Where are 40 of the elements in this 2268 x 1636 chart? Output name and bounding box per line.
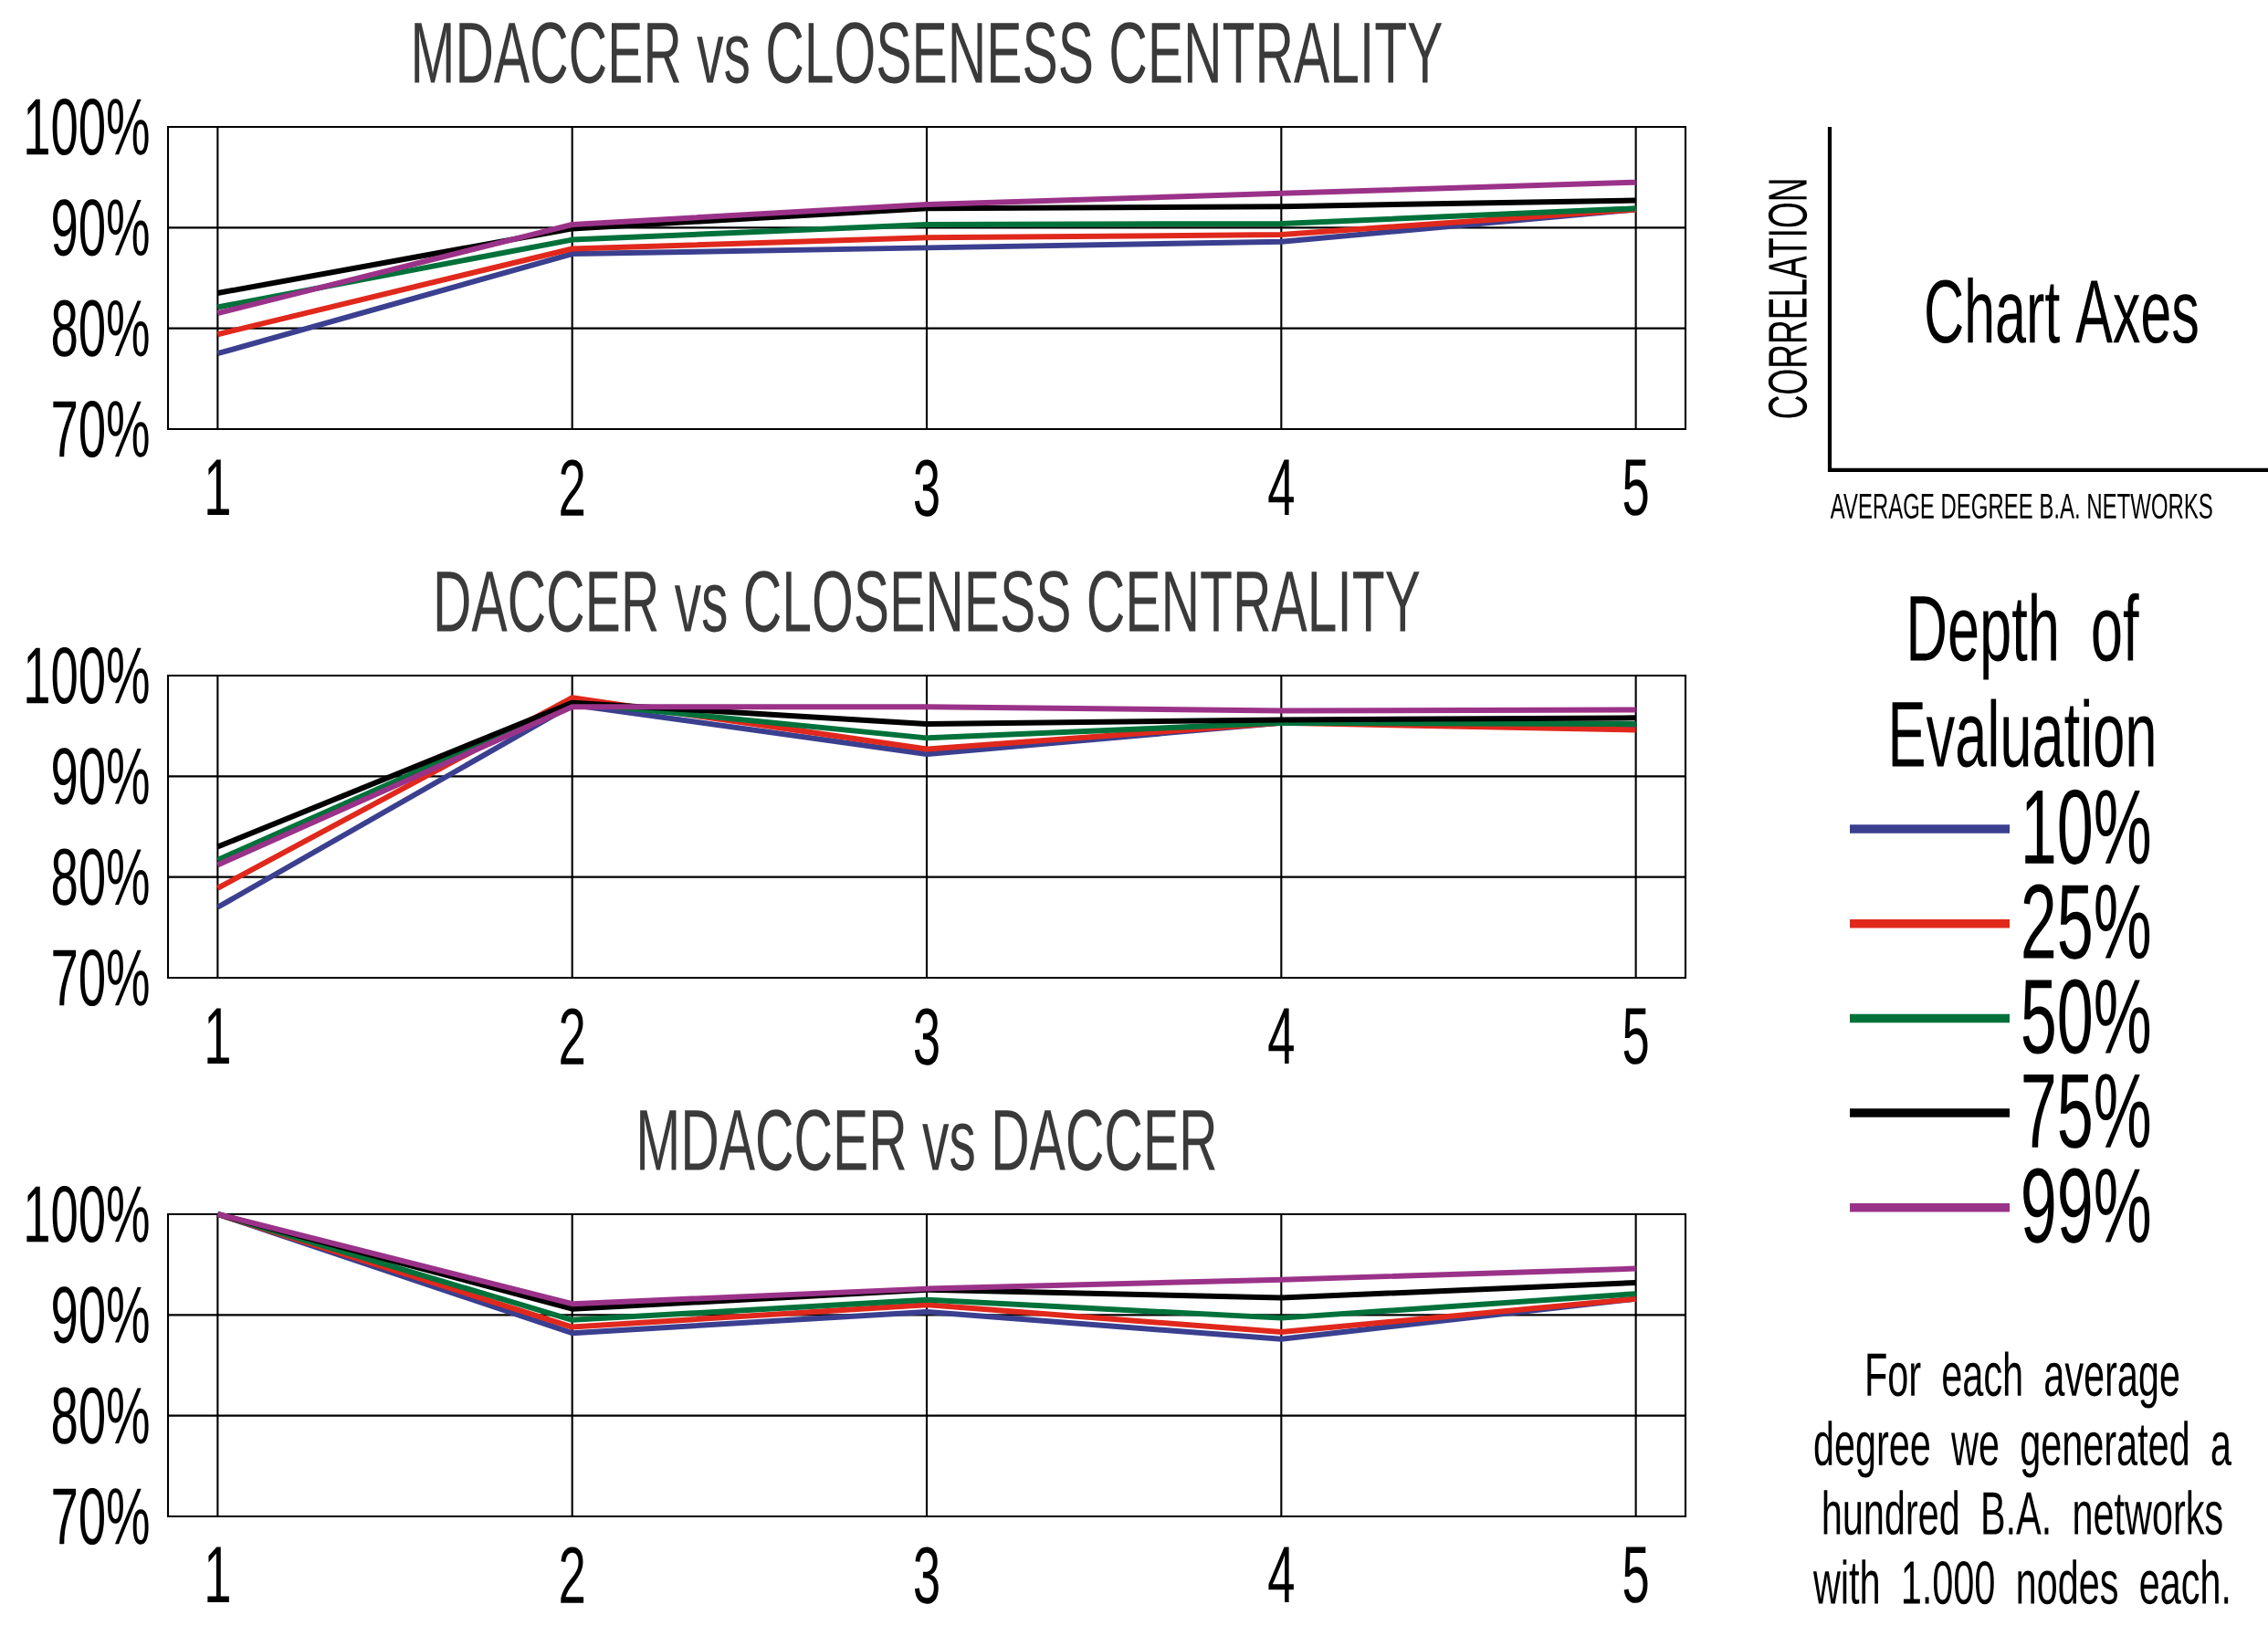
x-tick-label: 3	[914, 1547, 939, 1604]
y-tick-label: 80%	[52, 848, 149, 906]
x-tick-label: 2	[561, 459, 584, 516]
legend-label: 75%	[2023, 1074, 2150, 1148]
y-tick-label: 90%	[53, 1286, 149, 1344]
chart-title: DACCER vs CLOSENESS CENTRALITY	[436, 571, 1420, 633]
y-tick-label: 90%	[53, 199, 149, 257]
y-tick-label: 70%	[53, 1487, 149, 1546]
text: Chart Axes	[1927, 277, 2198, 344]
legend-title: Depth of Evaluation	[1892, 593, 2154, 768]
x-tick-label: 4	[1268, 1547, 1294, 1602]
y-tick-label: 70%	[53, 949, 149, 1007]
x-tick-label: 3	[914, 459, 939, 517]
text: For each average degree we generated a hundred B.A. networks with 1.000 nodes each.	[1812, 1351, 2231, 1605]
x-tick-label: 2	[561, 1008, 584, 1064]
x-tick-label: 1	[207, 459, 229, 515]
chart-title: MDACCER vs DACCER	[640, 1109, 1215, 1171]
y-tick-label: 100%	[26, 646, 149, 705]
legend-label: 99%	[2023, 1168, 2150, 1243]
text: CORRELATION	[1768, 180, 1808, 418]
x-tick-label: 1	[207, 1547, 229, 1602]
x-tick-label: 2	[561, 1547, 584, 1603]
legend-label: 10%	[2025, 789, 2150, 865]
x-tick-label: 5	[1623, 1008, 1648, 1064]
legend-label: 50%	[2022, 979, 2150, 1054]
y-tick-label: 70%	[53, 400, 149, 458]
x-tick-label: 3	[914, 1008, 939, 1065]
x-tick-label: 4	[1268, 459, 1294, 515]
y-tick-label: 100%	[26, 1185, 149, 1243]
y-tick-label: 80%	[52, 299, 149, 357]
x-tick-label: 5	[1623, 459, 1648, 516]
x-tick-label: 5	[1623, 1547, 1648, 1603]
y-tick-label: 90%	[53, 748, 149, 805]
y-tick-label: 100%	[26, 98, 149, 156]
x-tick-label: 1	[207, 1008, 229, 1064]
legend-label: 25%	[2023, 884, 2150, 960]
y-tick-label: 80%	[52, 1387, 149, 1444]
x-tick-label: 4	[1268, 1008, 1294, 1064]
text: AVERAGE DEGREE B.A. NETWORKS	[1830, 493, 2212, 519]
chart-title: MDACCER vs CLOSENESS CENTRALITY	[415, 22, 1443, 84]
